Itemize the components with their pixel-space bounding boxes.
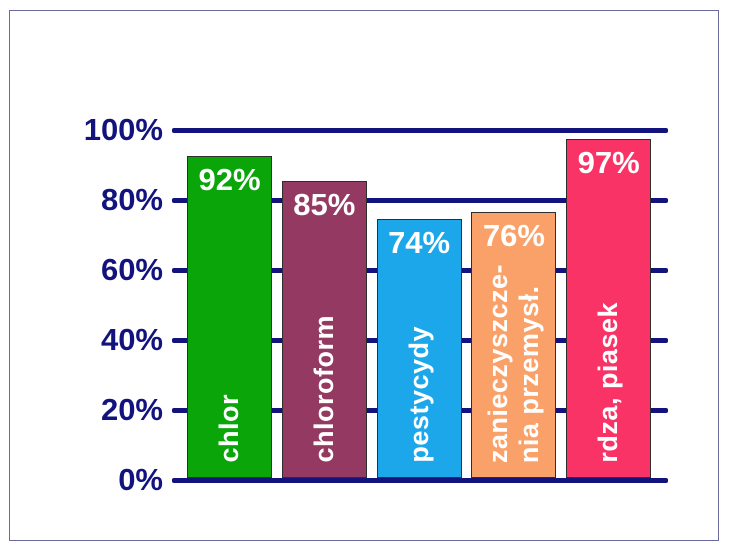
bar-2: 85% chloroform: [281, 180, 367, 478]
bar-category-label: pestycydy: [403, 326, 434, 463]
bar-5: 97% rdza, piasek: [566, 138, 652, 478]
gridline-80: [172, 197, 668, 203]
bar-category-label: rdza, piasek: [593, 302, 624, 463]
y-axis-tick-label-80: 80%: [100, 182, 163, 217]
bar-value-label: 74%: [388, 225, 451, 260]
bar-category-label: zanieczyszcze- nia przemysł.: [482, 263, 544, 463]
y-axis-tick-label-20: 20%: [100, 392, 163, 427]
bar-value-label: 76%: [482, 218, 545, 253]
bar-value-label: 85%: [293, 186, 356, 222]
y-axis-tick-label-60: 60%: [100, 252, 163, 287]
bar-value-label: 97%: [577, 144, 640, 180]
y-axis-tick-label-40: 40%: [100, 322, 163, 357]
bar-3: 74% pestycydy: [376, 219, 462, 478]
y-axis-tick-label-100: 100%: [83, 112, 163, 147]
gridline-0: [172, 477, 668, 483]
bar-4: 76% zanieczyszcze- nia przemysł.: [471, 212, 557, 478]
bar-1: 92% chlor: [187, 156, 272, 478]
bar-value-label: 92%: [198, 162, 261, 197]
y-axis-tick-label-0: 0%: [118, 462, 163, 497]
bar-category-label: chlor: [213, 394, 244, 463]
bar-category-label: chloroform: [308, 315, 339, 463]
gridline-100: [172, 127, 668, 133]
